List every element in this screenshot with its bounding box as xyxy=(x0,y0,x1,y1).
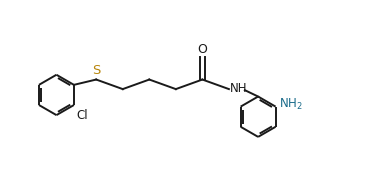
Text: Cl: Cl xyxy=(76,109,88,122)
Text: O: O xyxy=(197,43,207,56)
Text: NH: NH xyxy=(229,82,247,95)
Text: S: S xyxy=(92,65,100,77)
Text: NH$_2$: NH$_2$ xyxy=(279,97,303,112)
